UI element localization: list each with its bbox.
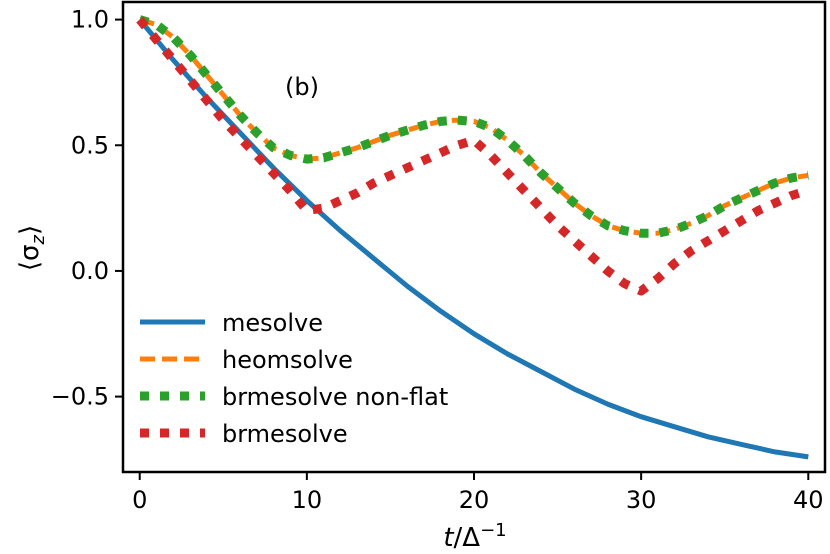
legend-label-0: mesolve (222, 309, 323, 337)
y-tick-label-3: −0.5 (51, 383, 109, 411)
series-line-3 (136, 16, 810, 296)
x-tick-label-1: 10 (292, 486, 323, 514)
x-tick-label-3: 30 (626, 486, 657, 514)
legend-label-3: brmesolve (222, 420, 348, 448)
x-tick-label-2: 20 (459, 486, 490, 514)
panel-annotation: (b) (285, 73, 319, 101)
x-tick-label-4: 40 (793, 486, 824, 514)
series-line-2 (138, 15, 809, 238)
y-tick-label-2: 0.0 (71, 257, 109, 285)
series-line-1 (138, 17, 809, 236)
legend: mesolve heomsolve brmesolve non-flat brmeso… (140, 309, 448, 448)
y-axis-label: ⟨σz⟩ (15, 225, 49, 271)
legend-label-2: brmesolve non-flat (222, 383, 448, 411)
series-layer (136, 15, 810, 460)
legend-label-1: heomsolve (222, 346, 353, 374)
x-tick-label-0: 0 (132, 486, 147, 514)
x-axis-label: t/Δ−1 (443, 520, 506, 553)
ticks-layer: 0 10 20 30 40 1.0 0.5 0.0 −0.5 (51, 6, 824, 514)
y-tick-label-1: 0.5 (71, 131, 109, 159)
y-tick-label-0: 1.0 (71, 6, 109, 34)
